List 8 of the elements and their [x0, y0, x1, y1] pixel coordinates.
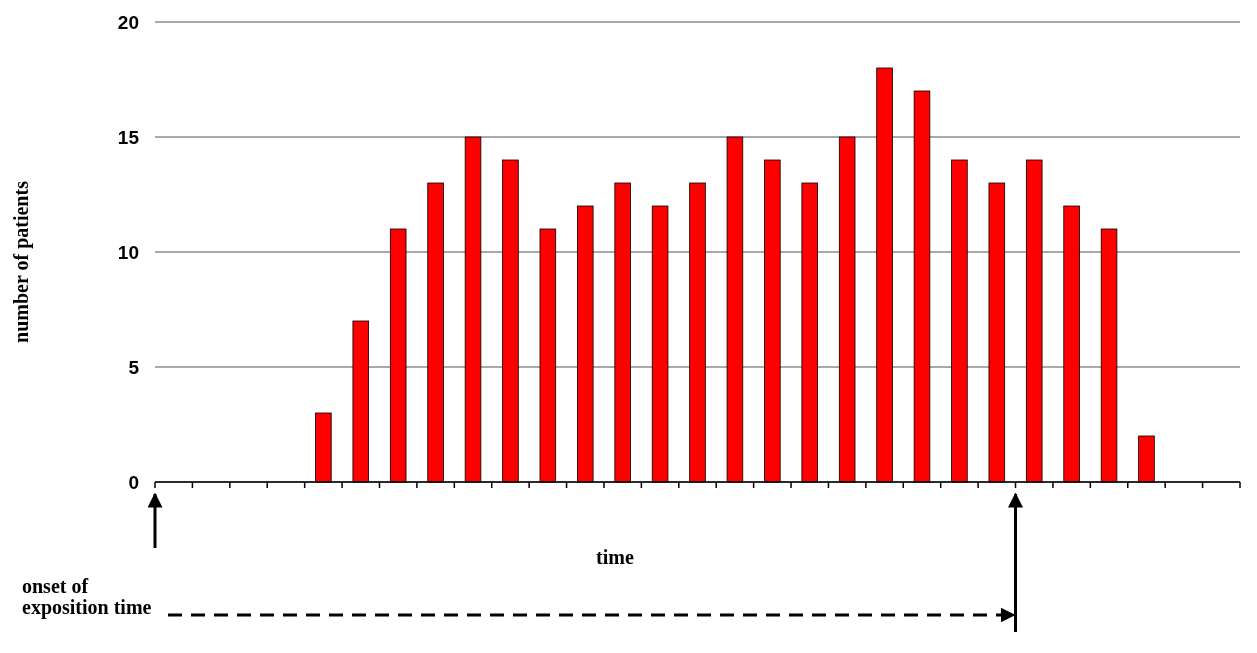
text: onset of exposition time	[22, 575, 152, 619]
y-axis-title: number of patients	[10, 180, 33, 343]
y-tick-label: 20	[117, 11, 139, 33]
y-tick-label: 0	[128, 471, 139, 493]
y-tick-label: 15	[117, 126, 140, 148]
y-tick-label: 10	[117, 241, 139, 263]
y-tick-label: 5	[128, 356, 140, 378]
x-axis-title: time	[596, 546, 634, 568]
